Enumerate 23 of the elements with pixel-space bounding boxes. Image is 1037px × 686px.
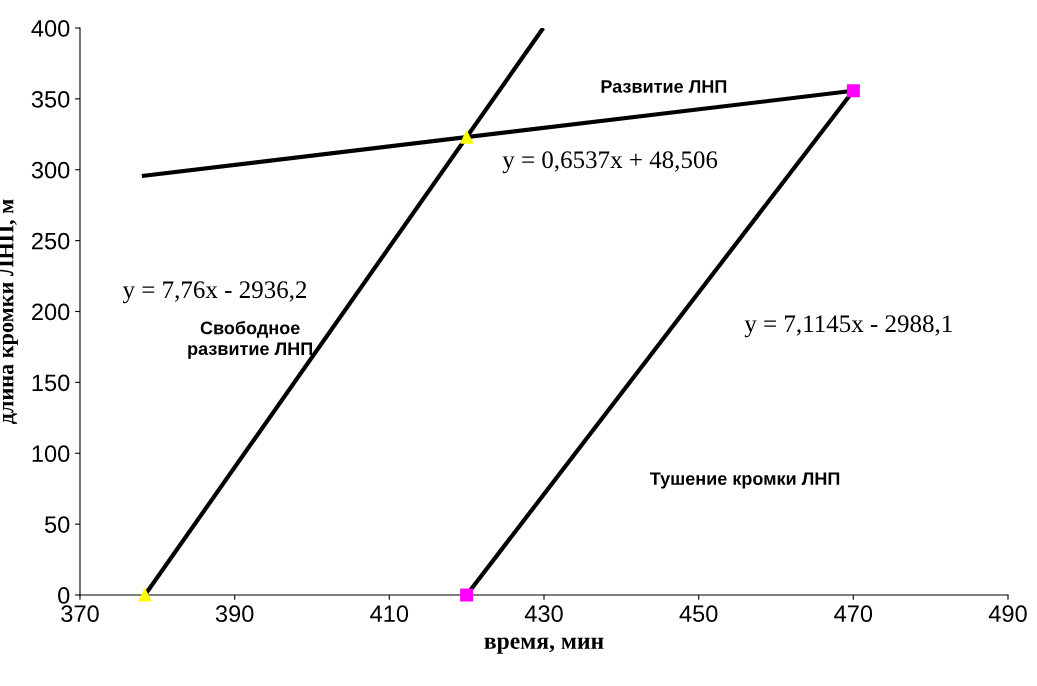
annotation: y = 7,1145x - 2988,1 [744,315,952,338]
x-tick-label: 470 [834,605,873,623]
x-tick-label: 450 [679,605,718,623]
y-tick-label: 200 [32,303,70,321]
y-tick-label: 150 [32,374,70,392]
y-tick-label: 250 [32,232,70,250]
annotation: Тушение кромки ЛНП [649,472,840,489]
annotation: Развитие ЛНП [601,80,727,93]
annotation: Свободное развитие ЛНП [188,320,313,359]
annotation: y = 0,6537x + 48,506 [502,151,718,174]
y-tick-label: 50 [44,516,70,533]
x-axis-title: время, мин [484,637,604,654]
y-tick-label: 350 [31,90,70,108]
annotation: y = 7,76x - 2936,2 [122,281,307,304]
y-tick-label: 400 [31,20,70,37]
x-tick-label: 370 [61,605,99,623]
x-tick-label: 390 [215,605,254,623]
x-tick-label: 490 [988,605,1027,623]
x-tick-label: 410 [370,605,409,623]
x-tick-label: 430 [524,605,563,623]
y-tick-label: 0 [58,587,70,604]
y-tick-label: 300 [31,161,70,179]
y-tick-label: 100 [32,445,70,463]
